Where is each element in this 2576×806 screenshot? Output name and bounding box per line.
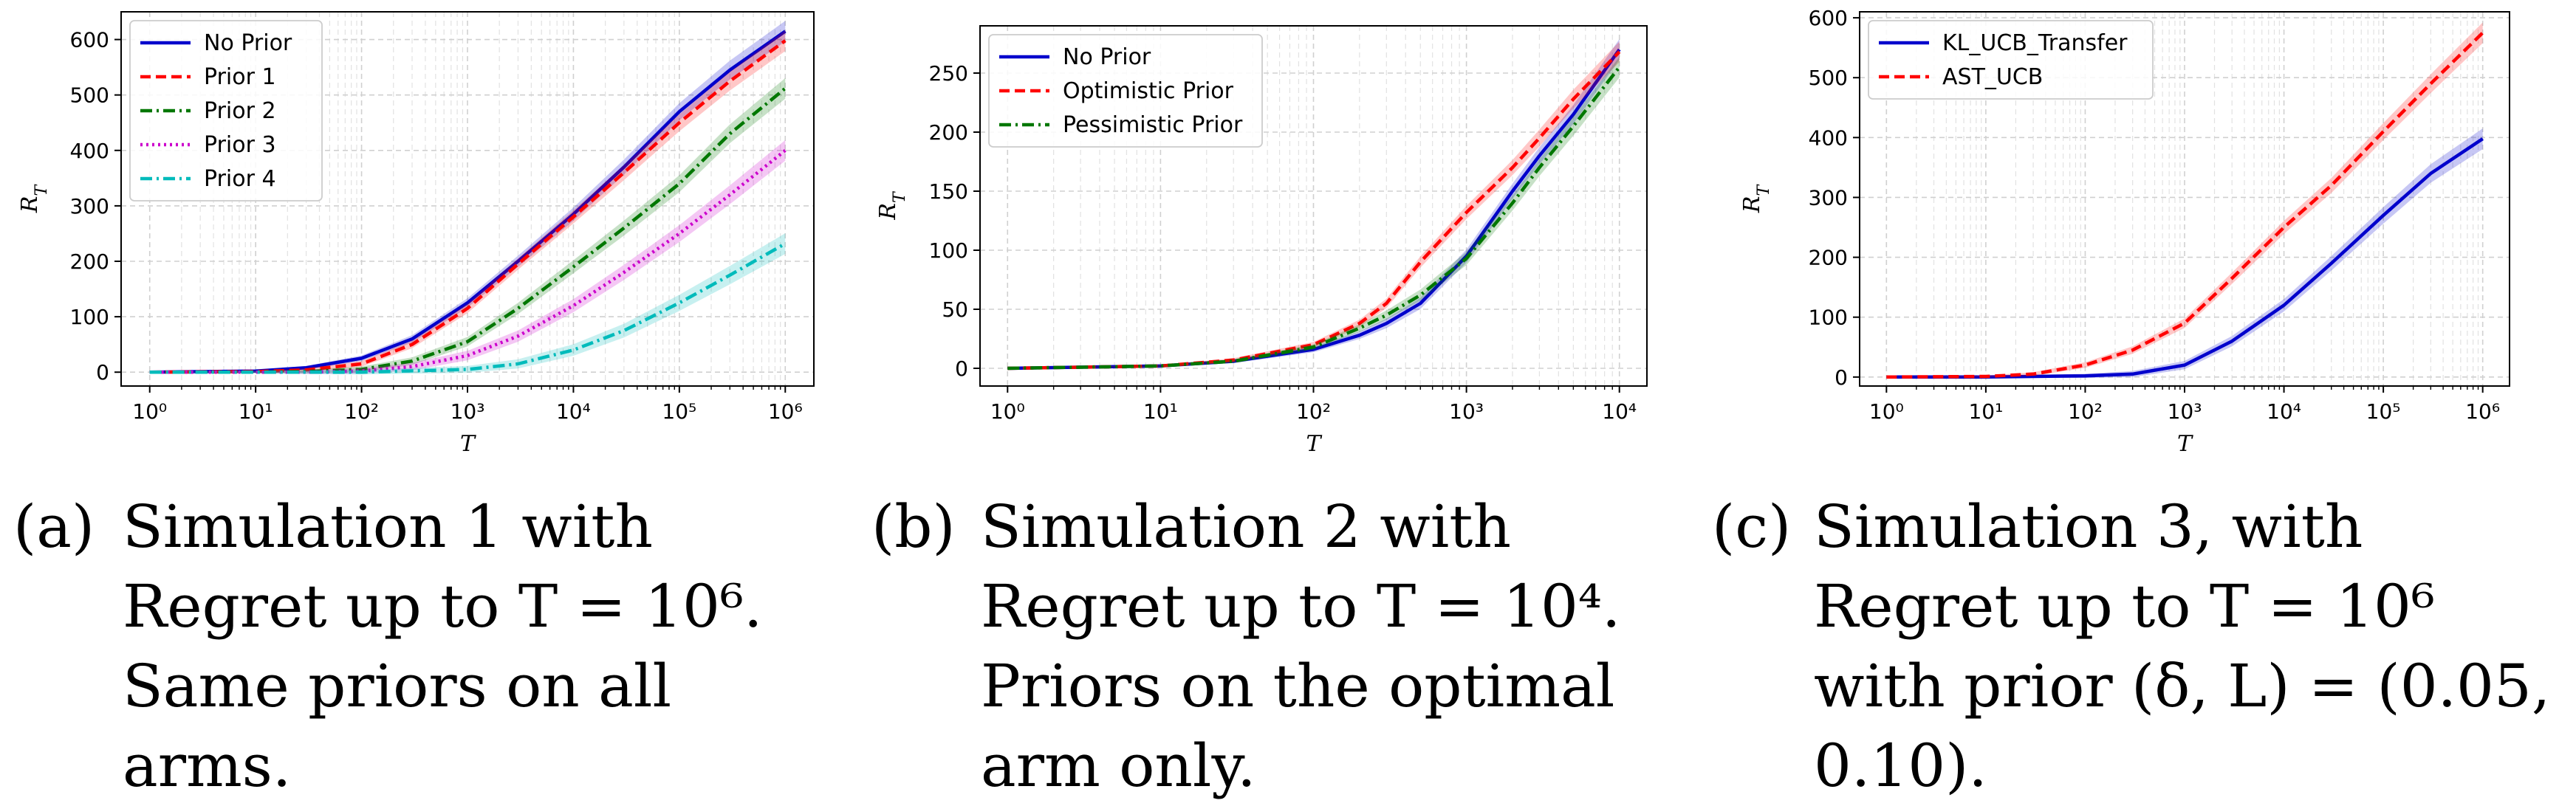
x-tick-label: 10⁵ <box>662 399 696 424</box>
y-tick-label: 0 <box>96 360 109 385</box>
caption-b-text: Simulation 2 with Regret up to T = 10⁴. … <box>981 492 1621 800</box>
x-tick-label: 10² <box>2068 399 2103 424</box>
x-tick-label: 10⁰ <box>1869 399 1904 424</box>
x-tick-label: 10³ <box>1449 399 1484 424</box>
x-tick-label: 10⁰ <box>990 399 1025 424</box>
caption-c-text: Simulation 3, with Regret up to T = 10⁶ … <box>1814 492 2551 800</box>
y-tick-label: 500 <box>70 83 109 108</box>
y-tick-label: 0 <box>955 356 968 381</box>
y-tick-label: 400 <box>1809 125 1848 150</box>
x-tick-label: 10³ <box>451 399 485 424</box>
series-line-2 <box>1007 50 1621 371</box>
legend-box <box>1868 20 2154 100</box>
x-tick-label: 10¹ <box>1968 399 2003 424</box>
legend-label-5: Prior 4 <box>204 166 276 192</box>
y-tick-label: 200 <box>1809 246 1848 270</box>
x-tick-label: 10⁶ <box>2465 399 2500 424</box>
series-line-3 <box>1007 66 1621 371</box>
legend: KL_UCB_Transfer AST_UCB <box>1868 20 2154 100</box>
chart-panel-3: 0 100 200 300 400 500 600 10⁰ 10¹ 10² 10³ 10⁴ 10⁵ 10⁶… <box>1739 6 2510 457</box>
y-tick-label: 150 <box>929 179 968 204</box>
y-tick-label: 50 <box>942 297 968 322</box>
legend-label-3: Prior 2 <box>204 98 276 124</box>
legend-box <box>988 34 1263 148</box>
caption-a-text: Simulation 1 with Regret up to T = 10⁶. … <box>123 492 763 800</box>
caption-b-tag: (b) <box>871 492 956 561</box>
series-group <box>1886 22 2484 379</box>
caption-a-tag: (a) <box>13 492 95 561</box>
series-line-1 <box>149 30 787 374</box>
x-axis-label: T <box>460 431 476 457</box>
y-tick-label: 100 <box>929 238 968 263</box>
legend-label-3: Pessimistic Prior <box>1063 112 1243 138</box>
legend: No Prior Prior 1 Prior 2 Prior 3 Prior 4 <box>129 20 323 202</box>
legend: No Prior Optimistic Prior Pessimistic Prio… <box>988 34 1263 148</box>
y-axis-label: RT <box>17 184 51 214</box>
legend-label-2: Optimistic Prior <box>1063 78 1234 104</box>
x-tick-label: 10⁴ <box>556 399 591 424</box>
series-line-1 <box>1886 137 2484 379</box>
y-tick-label: 300 <box>1809 185 1848 210</box>
x-tick-label: 10⁶ <box>768 399 803 424</box>
y-tick-label: 300 <box>70 194 109 218</box>
y-tick-label: 100 <box>70 305 109 329</box>
legend-label-2: AST_UCB <box>1942 64 2043 90</box>
y-tick-label: 600 <box>70 28 109 52</box>
y-tick-label: 400 <box>70 139 109 163</box>
series-line-2 <box>1886 31 2484 379</box>
legend-label-1: No Prior <box>204 30 292 56</box>
series-line-5 <box>149 242 787 374</box>
x-tick-label: 10¹ <box>239 399 273 424</box>
y-tick-label: 600 <box>1809 6 1848 30</box>
x-tick-label: 10¹ <box>1143 399 1178 424</box>
x-tick-label: 10⁰ <box>132 399 167 424</box>
series-band-2 <box>149 30 786 373</box>
x-tick-label: 10² <box>1296 399 1331 424</box>
x-tick-label: 10⁵ <box>2366 399 2401 424</box>
x-tick-label: 10² <box>344 399 379 424</box>
chart-panel-1: 0 100 200 300 400 500 600 10⁰ 10¹ 10² 10³ 10⁴ 10⁵ 10⁶… <box>17 11 815 457</box>
x-tick-label: 10⁴ <box>1602 399 1637 424</box>
x-tick-label: 10⁴ <box>2267 399 2301 424</box>
chart-panel-2: 0 50 100 150 200 250 10⁰ 10¹ 10² 10³ 10⁴ T RT No Prio… <box>875 25 1648 457</box>
grid-lines <box>980 26 1647 386</box>
legend-label-4: Prior 3 <box>204 132 276 158</box>
series-group <box>149 21 787 375</box>
x-axis-label: T <box>1306 431 1322 457</box>
y-tick-label: 200 <box>70 249 109 274</box>
legend-label-1: No Prior <box>1063 44 1151 70</box>
caption-c-tag: (c) <box>1712 492 1792 561</box>
x-axis-label: T <box>2177 431 2193 457</box>
legend-label-1: KL_UCB_Transfer <box>1942 30 2128 56</box>
x-tick-label: 10³ <box>2168 399 2202 424</box>
legend-box <box>129 20 323 202</box>
legend-label-2: Prior 1 <box>204 64 276 90</box>
y-tick-label: 0 <box>1835 365 1848 390</box>
y-tick-label: 100 <box>1809 306 1848 330</box>
series-group <box>1007 39 1621 371</box>
y-tick-label: 200 <box>929 120 968 145</box>
y-tick-label: 500 <box>1809 66 1848 90</box>
y-axis-label: RT <box>875 190 909 221</box>
y-tick-label: 250 <box>929 61 968 86</box>
y-axis-label: RT <box>1739 184 1773 214</box>
